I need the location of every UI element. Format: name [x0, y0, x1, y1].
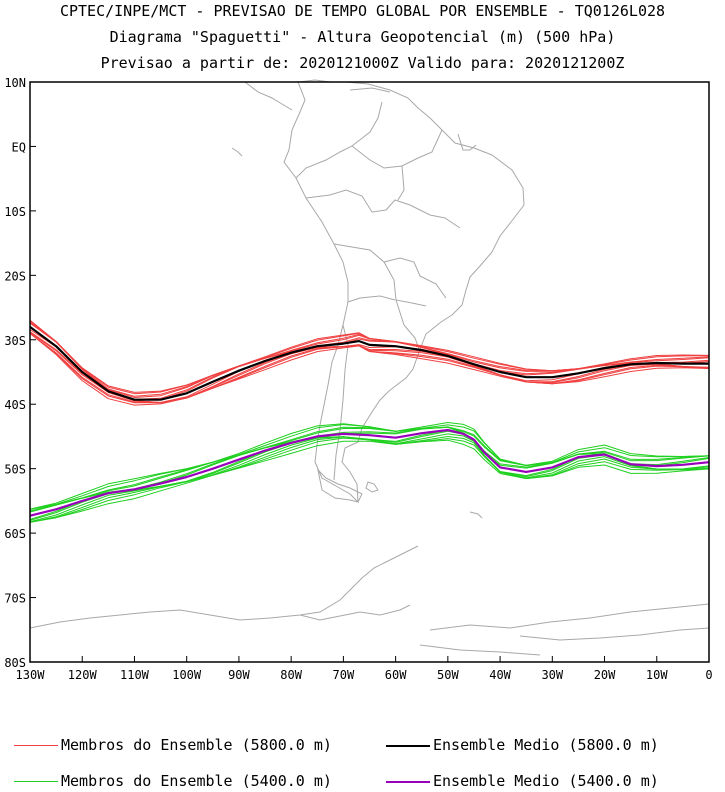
x-tick-label: 0 — [705, 668, 712, 682]
legend-label-member-5800: Membros do Ensemble (5800.0 m) — [61, 736, 332, 754]
map-axes: 130W 120W 110W 100W 90W 80W 70W 60W 50W 40W 30W 20W… — [4, 76, 712, 682]
title-line-3: Previsao a partir de: 2020121000Z Valido… — [100, 54, 625, 72]
y-tick-label: 10N — [4, 76, 26, 90]
member-line-5800 — [29, 322, 710, 401]
x-tick-label: 90W — [228, 668, 250, 682]
x-tick-label: 70W — [333, 668, 355, 682]
legend-swatch-member-5800 — [14, 745, 58, 746]
y-tick-label: 60S — [4, 527, 26, 541]
member-line-5400 — [29, 439, 710, 523]
legend-member-5400: Membros do Ensemble (5400.0 m) — [14, 772, 332, 790]
mean-line-5400 — [29, 428, 710, 517]
member-line-5800 — [29, 320, 710, 393]
x-tick-label: 20W — [594, 668, 616, 682]
member-line-5400 — [29, 437, 710, 523]
x-tick-label: 40W — [489, 668, 511, 682]
title-line-1: CPTEC/INPE/MCT - PREVISAO DE TEMPO GLOBA… — [59, 2, 666, 20]
x-tick-label: 60W — [385, 668, 407, 682]
y-tick-label: 70S — [4, 592, 26, 606]
legend-mean-5800: Ensemble Medio (5800.0 m) — [386, 736, 659, 754]
member-line-5800 — [29, 321, 710, 400]
legend-member-5800: Membros do Ensemble (5800.0 m) — [14, 736, 332, 754]
member-line-5400 — [29, 424, 710, 510]
x-tick-label: 100W — [172, 668, 202, 682]
y-tick-label: 50S — [4, 463, 26, 477]
legend-label-mean-5400: Ensemble Medio (5400.0 m) — [433, 772, 659, 790]
member-line-5800 — [29, 320, 710, 398]
legend-label-member-5400: Membros do Ensemble (5400.0 m) — [61, 772, 332, 790]
plot-frame — [29, 81, 710, 663]
member-line-5400 — [29, 433, 710, 523]
x-tick-label: 30W — [541, 668, 563, 682]
x-tick-label: 50W — [437, 668, 459, 682]
title-line-2: Diagrama "Spaguetti" - Altura Geopotenci… — [109, 28, 616, 46]
member-line-5800 — [29, 320, 710, 397]
legend-mean-5400: Ensemble Medio (5400.0 m) — [386, 772, 659, 790]
x-tick-label: 130W — [16, 668, 46, 682]
member-line-5400 — [29, 430, 710, 521]
legend-label-mean-5800: Ensemble Medio (5800.0 m) — [433, 736, 659, 754]
y-tick-label: 10S — [4, 205, 26, 219]
member-line-5400 — [29, 422, 710, 510]
y-tick-label: 40S — [4, 398, 26, 412]
legend-swatch-mean-5400 — [386, 780, 430, 783]
member-line-5800 — [29, 319, 710, 395]
x-tick-label: 120W — [68, 668, 98, 682]
member-line-5800 — [29, 333, 710, 406]
ensemble-curves — [29, 319, 710, 523]
y-tick-label: 20S — [4, 269, 26, 283]
y-tick-label: EQ — [12, 140, 26, 154]
legend-swatch-mean-5800 — [386, 744, 430, 747]
x-tick-label: 80W — [280, 668, 302, 682]
x-tick-label: 110W — [120, 668, 150, 682]
member-line-5400 — [29, 429, 710, 517]
x-tick-label: 10W — [646, 668, 668, 682]
member-line-5400 — [29, 429, 710, 520]
legend-swatch-member-5400 — [14, 781, 58, 782]
y-tick-label: 30S — [4, 334, 26, 348]
mean-line-5800 — [29, 326, 709, 401]
y-tick-label: 80S — [4, 656, 26, 670]
